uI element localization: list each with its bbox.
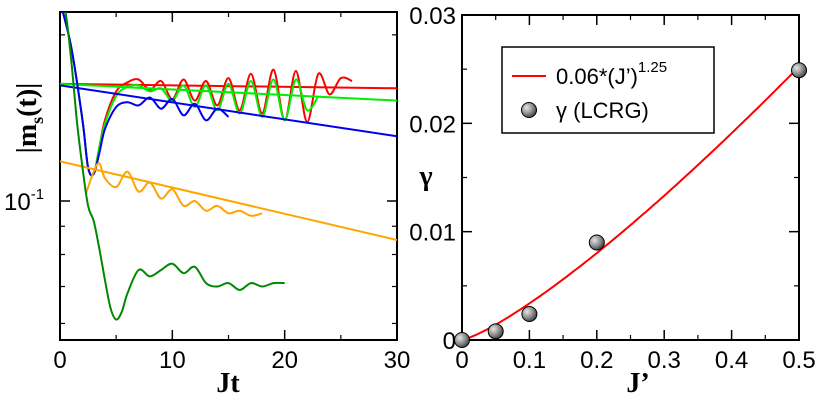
legend-fit-label-main: 0.06*(J’) [556,64,638,89]
right-x-tick-label: 0.3 [648,347,681,374]
right-y-tick-label: 0.02 [409,111,456,138]
right-x-axis-label: J’ [626,368,649,399]
left-x-axis-label: Jt [216,368,240,399]
left-y-tick-exponent: -1 [31,186,44,203]
right-panel: 0 0.1 0.2 0.3 0.4 0.5 0 0.01 0.02 0.03 γ J’ 0.06*… [409,3,815,399]
legend-fit-label-exponent: 1.25 [638,59,667,76]
series-red-data [61,12,353,177]
legend-fit-label: 0.06*(J’)1.25 [556,59,667,89]
right-y-tick-label: 0.03 [409,3,456,30]
right-x-tick-label: 0.5 [782,347,815,374]
fit-curve [462,65,799,340]
left-y-axis-label-sub: s [27,117,47,124]
left-x-tick-label: 0 [53,347,66,374]
left-plot-frame [59,11,398,341]
right-x-tick-label: 0.1 [513,347,546,374]
right-y-axis-label: γ [418,161,432,192]
series-blue-data [61,12,230,177]
legend-points-label: γ (LCRG) [556,98,649,123]
series-blue-fit [60,84,397,138]
lcrg-data-point [588,234,605,251]
lcrg-data-point [791,62,807,79]
lcrg-data-point [454,332,470,348]
right-x-tick-label: 0.4 [715,347,748,374]
series-orange-data [84,162,263,217]
right-x-tick-label: 0.2 [580,347,613,374]
series-orange-fit [60,160,397,241]
series-darkgreen-data [64,12,285,321]
series-red-fit [60,82,397,90]
right-y-tick-label: 0.01 [409,220,456,247]
left-y-axis-label-rest: (t)| [12,83,43,117]
right-y-tick-label: 0 [443,328,456,355]
lcrg-data-point [487,323,504,340]
left-x-tick-label: 20 [271,347,298,374]
left-y-axis-label: |ms(t)| [12,83,47,154]
left-x-tick-label: 30 [384,347,411,374]
left-y-tick-label: 10-1 [4,186,44,216]
right-x-tick-label: 0 [455,347,468,374]
left-x-tick-label: 10 [159,347,186,374]
legend-box [501,46,715,134]
left-y-axis-label-main: |m [12,124,43,154]
series-green-fit [60,82,397,102]
lcrg-data-point [521,306,538,322]
legend-points-swatch [521,102,537,118]
legend: 0.06*(J’)1.25 γ (LCRG) [501,46,715,134]
left-y-tick-base: 10 [4,189,31,216]
